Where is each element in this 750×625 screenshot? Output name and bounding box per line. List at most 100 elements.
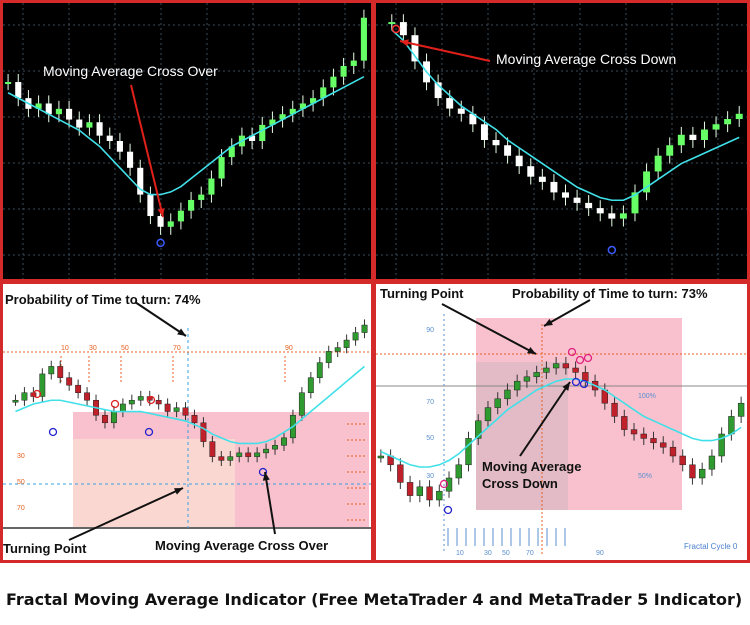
probability-label-73: Probability of Time to turn: 73% <box>512 286 708 301</box>
candle-body <box>66 108 73 120</box>
candle-body <box>137 167 144 195</box>
bottom-tick-label: 30 <box>484 550 492 557</box>
cross-over-label-arrow-head <box>262 472 270 481</box>
candle-body <box>259 124 266 141</box>
candle-body <box>562 192 569 198</box>
candle-body <box>57 366 64 378</box>
candle-body <box>137 396 144 401</box>
candle-body <box>436 490 443 501</box>
candle-body <box>289 108 296 115</box>
left-tick-label: 70 <box>426 399 434 406</box>
fractal-marker-red <box>32 389 42 399</box>
candle-body <box>75 384 82 393</box>
candle-body <box>12 399 19 403</box>
candlestick-chart-cross-down <box>376 3 747 279</box>
fractal-marker-blue <box>443 505 453 515</box>
candle-body <box>399 22 407 36</box>
candle-body <box>15 82 22 99</box>
candle-body <box>596 208 604 214</box>
candle-body <box>689 464 696 479</box>
candle-body <box>173 407 180 412</box>
fractal-cycle-label: Fractal Cycle 0 <box>684 542 738 551</box>
candle-body <box>200 422 207 442</box>
candle-body <box>397 464 404 483</box>
cross-down-label-line1: Moving Average <box>482 459 582 474</box>
fractal-chart-74: 10 30 50 70 90 30 50 70 <box>3 301 371 541</box>
candle-body <box>334 347 341 352</box>
candle-body <box>269 119 276 125</box>
candle-body <box>127 151 134 168</box>
candle-body <box>494 398 501 408</box>
fractal-marker-magenta <box>575 355 585 365</box>
left-tick-label: 70 <box>17 505 25 512</box>
chart-collage-frame: Moving Average Cross Over Moving Average… <box>0 0 750 563</box>
candle-body <box>654 155 662 172</box>
left-tick-label: 30 <box>17 453 25 460</box>
bottom-tick-label: 70 <box>526 550 534 557</box>
candle-body <box>504 389 511 400</box>
candle-body <box>585 202 593 209</box>
candle-body <box>48 366 55 375</box>
candle-body <box>21 392 28 401</box>
candle-body <box>735 113 743 120</box>
candle-body <box>699 468 706 479</box>
candle-body <box>643 171 651 193</box>
figure-caption: Fractal Moving Average Indicator (Free M… <box>6 590 743 609</box>
candle-body <box>320 87 327 99</box>
candle-body <box>119 403 126 412</box>
chart-panel-top-right: Moving Average Cross Down <box>376 3 747 279</box>
fractal-marker-magenta <box>583 353 593 363</box>
top-tick-label: 50 <box>121 345 129 352</box>
candle-body <box>728 416 735 435</box>
candle-body <box>340 65 347 77</box>
candle-body <box>316 362 323 378</box>
candle-body <box>361 324 368 333</box>
top-tick-label: 30 <box>89 345 97 352</box>
cross-over-label: Moving Average Cross Over <box>155 538 329 553</box>
candle-body <box>660 442 667 448</box>
candle-body <box>298 392 305 416</box>
bottom-tick-label: 10 <box>456 550 464 557</box>
candle-body <box>669 446 677 457</box>
cross-down-label-line2: Cross Down <box>482 476 558 491</box>
top-tick-label: 90 <box>285 345 293 352</box>
candle-body <box>724 119 732 125</box>
candle-body <box>677 134 685 146</box>
fractal-marker-red <box>146 395 156 405</box>
candle-body <box>110 411 117 424</box>
turn-marker-circle <box>156 238 165 248</box>
turning-point-arrow-head <box>527 347 536 354</box>
candle-body <box>310 98 317 104</box>
candle-body <box>102 415 108 424</box>
candle-body <box>218 456 225 461</box>
candle-body <box>457 108 465 114</box>
candle-body <box>527 166 535 177</box>
candle-body <box>39 373 46 397</box>
turning-point-label-right: Turning Point <box>380 286 464 301</box>
candle-body <box>209 441 216 457</box>
candle-body <box>533 372 540 378</box>
candle-body <box>523 376 531 382</box>
candle-body <box>177 210 184 222</box>
candle-body <box>475 420 482 439</box>
candle-body <box>679 455 686 466</box>
candle-body <box>116 141 123 152</box>
candle-body <box>552 363 560 369</box>
fractal-marker-blue <box>258 467 268 477</box>
candle-body <box>538 176 546 182</box>
candle-body <box>514 380 521 391</box>
candle-body <box>388 22 396 25</box>
candle-body <box>666 145 674 156</box>
candle-body <box>5 82 12 85</box>
candle-body <box>504 145 512 156</box>
fractal-chart-73: 90 70 50 30 100% 50% 10 30 50 70 90 Fractal Cycle 0 <box>376 299 747 557</box>
candle-body <box>469 113 477 125</box>
candle-body <box>263 448 270 454</box>
probability-label-74: Probability of Time to turn: 74% <box>5 292 201 307</box>
candle-body <box>718 433 725 457</box>
candle-body <box>582 372 589 382</box>
candle-body <box>236 452 243 457</box>
candle-body <box>128 399 135 405</box>
top-tick-label: 10 <box>61 345 69 352</box>
candle-body <box>86 122 93 128</box>
